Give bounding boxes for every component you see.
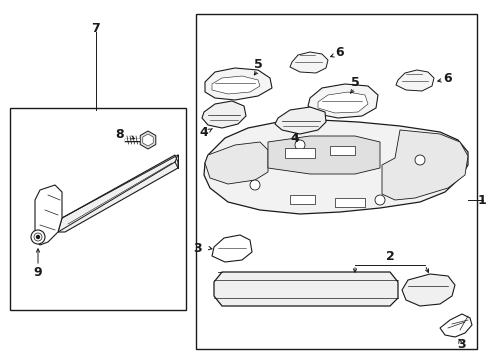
Polygon shape: [212, 76, 260, 94]
Polygon shape: [202, 101, 245, 128]
Circle shape: [374, 195, 384, 205]
Polygon shape: [212, 235, 251, 262]
Polygon shape: [140, 131, 156, 149]
Polygon shape: [267, 136, 379, 174]
Polygon shape: [58, 155, 178, 232]
Text: 3: 3: [193, 242, 202, 255]
Polygon shape: [307, 84, 377, 118]
Polygon shape: [317, 92, 367, 113]
Polygon shape: [35, 185, 62, 245]
Polygon shape: [289, 52, 327, 73]
Text: 8: 8: [116, 129, 124, 141]
Bar: [10, 108, 185, 310]
Text: 5: 5: [253, 58, 262, 72]
Bar: [289, 195, 314, 204]
Polygon shape: [203, 120, 467, 214]
Polygon shape: [401, 274, 454, 306]
Text: 4: 4: [290, 131, 299, 144]
Text: 2: 2: [385, 249, 393, 262]
Bar: [329, 146, 354, 155]
Polygon shape: [142, 134, 153, 146]
Text: 1: 1: [477, 194, 486, 207]
Bar: [195, 14, 476, 349]
Text: 6: 6: [335, 45, 344, 58]
Polygon shape: [214, 272, 397, 306]
Circle shape: [37, 235, 40, 238]
Text: 9: 9: [34, 266, 42, 279]
Polygon shape: [381, 130, 467, 200]
Bar: [334, 198, 364, 207]
Bar: [285, 148, 314, 158]
Text: 5: 5: [350, 77, 359, 90]
Text: 6: 6: [443, 72, 451, 85]
Circle shape: [294, 140, 305, 150]
Circle shape: [249, 180, 260, 190]
Text: 4: 4: [199, 126, 208, 139]
Polygon shape: [274, 107, 325, 134]
Polygon shape: [204, 142, 267, 184]
Polygon shape: [204, 68, 271, 100]
Circle shape: [31, 230, 45, 244]
Circle shape: [414, 155, 424, 165]
Text: 7: 7: [91, 22, 100, 35]
Polygon shape: [395, 70, 433, 91]
Circle shape: [34, 233, 42, 241]
Text: 3: 3: [457, 338, 466, 351]
Polygon shape: [439, 314, 471, 337]
